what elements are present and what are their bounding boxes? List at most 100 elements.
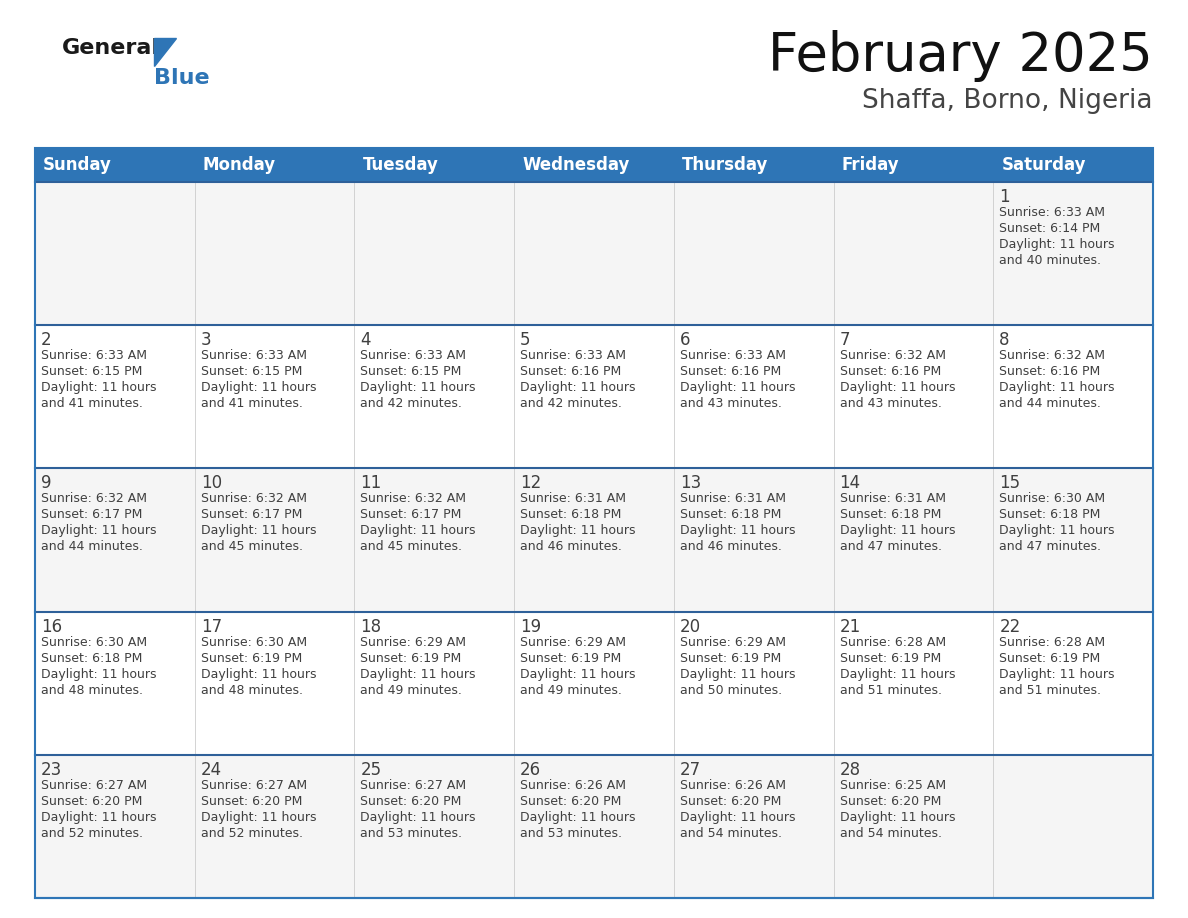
Text: Daylight: 11 hours: Daylight: 11 hours [42, 811, 157, 823]
Text: Sunrise: 6:32 AM: Sunrise: 6:32 AM [360, 492, 467, 506]
Text: Sunset: 6:18 PM: Sunset: 6:18 PM [680, 509, 782, 521]
Text: Sunset: 6:20 PM: Sunset: 6:20 PM [360, 795, 462, 808]
Text: Blue: Blue [154, 68, 209, 88]
Text: 22: 22 [999, 618, 1020, 635]
Text: Sunset: 6:17 PM: Sunset: 6:17 PM [201, 509, 302, 521]
Bar [34, 148, 1154, 898]
Text: 25: 25 [360, 761, 381, 778]
Text: 19: 19 [520, 618, 542, 635]
Text: and 49 minutes.: and 49 minutes. [520, 684, 623, 697]
Text: Sunset: 6:16 PM: Sunset: 6:16 PM [680, 365, 781, 378]
Text: Sunrise: 6:27 AM: Sunrise: 6:27 AM [42, 778, 147, 792]
Text: Daylight: 11 hours: Daylight: 11 hours [520, 811, 636, 823]
Text: Daylight: 11 hours: Daylight: 11 hours [520, 524, 636, 537]
Text: Daylight: 11 hours: Daylight: 11 hours [840, 811, 955, 823]
Text: Sunrise: 6:33 AM: Sunrise: 6:33 AM [999, 206, 1105, 219]
Text: and 46 minutes.: and 46 minutes. [520, 541, 623, 554]
Text: and 52 minutes.: and 52 minutes. [42, 827, 143, 840]
Text: 28: 28 [840, 761, 860, 778]
Text: Saturday: Saturday [1001, 156, 1086, 174]
Text: and 41 minutes.: and 41 minutes. [201, 397, 303, 410]
Text: Daylight: 11 hours: Daylight: 11 hours [840, 524, 955, 537]
Text: Sunset: 6:20 PM: Sunset: 6:20 PM [840, 795, 941, 808]
Text: Sunrise: 6:32 AM: Sunrise: 6:32 AM [42, 492, 147, 506]
Text: Monday: Monday [203, 156, 276, 174]
Text: and 46 minutes.: and 46 minutes. [680, 541, 782, 554]
Text: Thursday: Thursday [682, 156, 769, 174]
Text: Sunset: 6:18 PM: Sunset: 6:18 PM [520, 509, 621, 521]
Text: 11: 11 [360, 475, 381, 492]
Text: Sunset: 6:16 PM: Sunset: 6:16 PM [840, 365, 941, 378]
Text: Sunset: 6:18 PM: Sunset: 6:18 PM [999, 509, 1100, 521]
Text: Sunset: 6:19 PM: Sunset: 6:19 PM [520, 652, 621, 665]
Text: and 44 minutes.: and 44 minutes. [42, 541, 143, 554]
Text: and 47 minutes.: and 47 minutes. [840, 541, 942, 554]
Text: Daylight: 11 hours: Daylight: 11 hours [360, 381, 476, 394]
Text: and 52 minutes.: and 52 minutes. [201, 827, 303, 840]
Text: Sunrise: 6:31 AM: Sunrise: 6:31 AM [520, 492, 626, 506]
Text: and 42 minutes.: and 42 minutes. [520, 397, 623, 410]
Text: Daylight: 11 hours: Daylight: 11 hours [840, 667, 955, 680]
Text: 2: 2 [42, 331, 51, 349]
Text: Sunset: 6:19 PM: Sunset: 6:19 PM [680, 652, 781, 665]
Text: Sunrise: 6:31 AM: Sunrise: 6:31 AM [840, 492, 946, 506]
Bar [354, 148, 514, 182]
Text: Sunset: 6:18 PM: Sunset: 6:18 PM [840, 509, 941, 521]
Text: Daylight: 11 hours: Daylight: 11 hours [360, 524, 476, 537]
Bar [34, 611, 1154, 755]
Text: Daylight: 11 hours: Daylight: 11 hours [999, 667, 1114, 680]
Text: and 48 minutes.: and 48 minutes. [42, 684, 143, 697]
Text: and 44 minutes.: and 44 minutes. [999, 397, 1101, 410]
Text: Sunrise: 6:27 AM: Sunrise: 6:27 AM [201, 778, 307, 792]
Text: Daylight: 11 hours: Daylight: 11 hours [999, 381, 1114, 394]
Text: and 49 minutes.: and 49 minutes. [360, 684, 462, 697]
Text: Daylight: 11 hours: Daylight: 11 hours [42, 524, 157, 537]
Text: 27: 27 [680, 761, 701, 778]
Text: 17: 17 [201, 618, 222, 635]
Text: 24: 24 [201, 761, 222, 778]
Text: 26: 26 [520, 761, 542, 778]
Text: Sunset: 6:15 PM: Sunset: 6:15 PM [360, 365, 462, 378]
Text: Sunrise: 6:33 AM: Sunrise: 6:33 AM [520, 349, 626, 363]
Text: and 54 minutes.: and 54 minutes. [680, 827, 782, 840]
Text: Sunset: 6:20 PM: Sunset: 6:20 PM [201, 795, 302, 808]
Text: Daylight: 11 hours: Daylight: 11 hours [520, 381, 636, 394]
Text: Sunrise: 6:27 AM: Sunrise: 6:27 AM [360, 778, 467, 792]
Text: Sunrise: 6:25 AM: Sunrise: 6:25 AM [840, 778, 946, 792]
Text: Sunset: 6:19 PM: Sunset: 6:19 PM [999, 652, 1100, 665]
Text: 14: 14 [840, 475, 860, 492]
Text: Daylight: 11 hours: Daylight: 11 hours [680, 381, 795, 394]
Text: Sunrise: 6:32 AM: Sunrise: 6:32 AM [201, 492, 307, 506]
Text: 9: 9 [42, 475, 51, 492]
Text: Daylight: 11 hours: Daylight: 11 hours [999, 524, 1114, 537]
Text: General: General [62, 38, 160, 58]
Text: Sunrise: 6:30 AM: Sunrise: 6:30 AM [42, 635, 147, 649]
Text: 21: 21 [840, 618, 861, 635]
Text: 23: 23 [42, 761, 62, 778]
Text: Sunrise: 6:26 AM: Sunrise: 6:26 AM [680, 778, 785, 792]
Text: Sunday: Sunday [43, 156, 112, 174]
Text: Sunrise: 6:28 AM: Sunrise: 6:28 AM [999, 635, 1105, 649]
Text: Sunrise: 6:33 AM: Sunrise: 6:33 AM [680, 349, 785, 363]
Text: Daylight: 11 hours: Daylight: 11 hours [201, 667, 316, 680]
Text: Daylight: 11 hours: Daylight: 11 hours [201, 811, 316, 823]
Text: 3: 3 [201, 331, 211, 349]
Text: Sunrise: 6:28 AM: Sunrise: 6:28 AM [840, 635, 946, 649]
Text: and 43 minutes.: and 43 minutes. [680, 397, 782, 410]
Text: Sunrise: 6:32 AM: Sunrise: 6:32 AM [999, 349, 1105, 363]
Text: 16: 16 [42, 618, 62, 635]
Text: Wednesday: Wednesday [523, 156, 630, 174]
Bar [34, 468, 1154, 611]
Text: Sunset: 6:16 PM: Sunset: 6:16 PM [999, 365, 1100, 378]
Text: Daylight: 11 hours: Daylight: 11 hours [680, 667, 795, 680]
Text: Sunset: 6:19 PM: Sunset: 6:19 PM [360, 652, 462, 665]
Text: Daylight: 11 hours: Daylight: 11 hours [999, 238, 1114, 251]
Text: Sunset: 6:19 PM: Sunset: 6:19 PM [840, 652, 941, 665]
Bar [674, 148, 834, 182]
Text: and 48 minutes.: and 48 minutes. [201, 684, 303, 697]
Text: February 2025: February 2025 [769, 30, 1154, 82]
Text: 13: 13 [680, 475, 701, 492]
Bar [34, 325, 1154, 468]
Text: and 47 minutes.: and 47 minutes. [999, 541, 1101, 554]
Text: Sunset: 6:20 PM: Sunset: 6:20 PM [42, 795, 143, 808]
